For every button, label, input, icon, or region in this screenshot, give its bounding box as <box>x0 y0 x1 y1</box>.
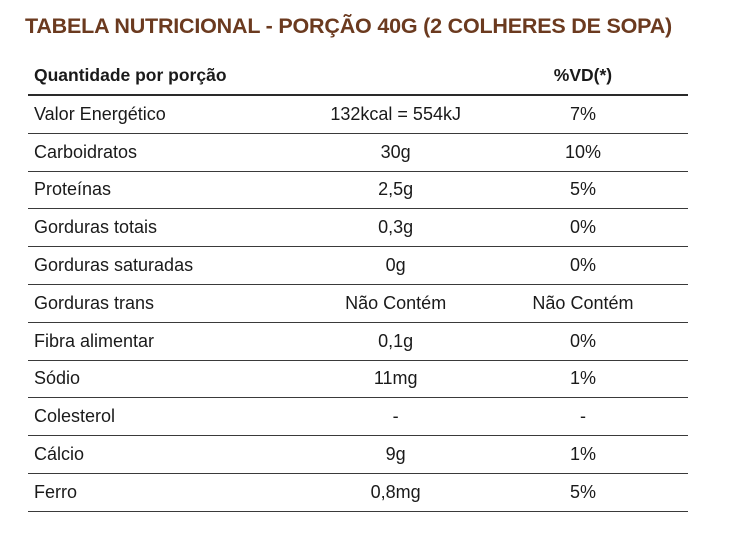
nutrient-amount: 0,3g <box>378 217 414 238</box>
nutrient-daily-value: 0% <box>569 330 596 351</box>
nutrient-amount: 2,5g <box>378 179 414 200</box>
nutrient-name: Gorduras totais <box>34 217 158 238</box>
nutrient-name: Valor Energético <box>34 103 166 124</box>
table-row: Cálcio 9g 1% <box>28 436 688 474</box>
nutrient-daily-value: 1% <box>569 444 596 465</box>
nutrition-table: Quantidade por porção %VD(*) Valor Energ… <box>28 56 688 512</box>
table-row: Gorduras saturadas 0g 0% <box>28 247 688 285</box>
nutrient-amount: 30g <box>380 141 411 162</box>
nutrient-daily-value: 7% <box>569 103 596 124</box>
table-header-row: Quantidade por porção %VD(*) <box>28 56 688 96</box>
nutrient-daily-value: 0% <box>569 217 596 238</box>
nutrient-daily-value: 5% <box>569 481 596 502</box>
nutrient-name: Proteínas <box>34 179 112 200</box>
nutrient-name: Colesterol <box>34 406 116 427</box>
nutrient-name: Carboidratos <box>34 141 138 162</box>
table-row: Proteínas 2,5g 5% <box>28 172 688 210</box>
nutrient-name: Ferro <box>34 481 78 502</box>
nutrient-daily-value: Não Contém <box>532 292 634 313</box>
nutrient-name: Fibra alimentar <box>34 330 155 351</box>
header-quantity-per-serving: Quantidade por porção <box>34 64 227 85</box>
nutrient-name: Cálcio <box>34 444 85 465</box>
table-title: TABELA NUTRICIONAL - PORÇÃO 40G (2 COLHE… <box>25 14 672 38</box>
nutrient-name: Gorduras trans <box>34 292 155 313</box>
nutrient-amount: Não Contém <box>345 292 447 313</box>
nutrient-daily-value: - <box>579 406 586 427</box>
nutrient-amount: 11mg <box>373 368 418 389</box>
nutrient-amount: 0,1g <box>378 330 414 351</box>
table-row: Gorduras totais 0,3g 0% <box>28 209 688 248</box>
nutrient-amount: - <box>392 406 399 427</box>
nutrient-amount: 9g <box>385 444 406 465</box>
nutrient-daily-value: 1% <box>569 368 596 389</box>
table-row: Ferro 0,8mg 5% <box>28 474 688 512</box>
table-row: Sódio 11mg 1% <box>28 361 688 399</box>
nutrient-amount: 0g <box>385 255 406 276</box>
header-daily-value: %VD(*) <box>553 64 613 85</box>
nutrient-daily-value: 5% <box>569 179 596 200</box>
table-row: Carboidratos 30g 10% <box>28 134 688 172</box>
nutrient-name: Gorduras saturadas <box>34 255 194 276</box>
table-row: Valor Energético 132kcal = 554kJ 7% <box>28 96 688 134</box>
nutrient-amount: 0,8mg <box>370 481 421 502</box>
table-row: Gorduras trans Não Contém Não Contém <box>28 285 688 323</box>
table-row: Colesterol - - <box>28 398 688 437</box>
nutrient-daily-value: 0% <box>569 255 596 276</box>
nutrient-name: Sódio <box>34 368 81 389</box>
table-row: Fibra alimentar 0,1g 0% <box>28 323 688 361</box>
nutrient-daily-value: 10% <box>564 141 601 162</box>
nutrient-amount: 132kcal = 554kJ <box>330 103 461 124</box>
